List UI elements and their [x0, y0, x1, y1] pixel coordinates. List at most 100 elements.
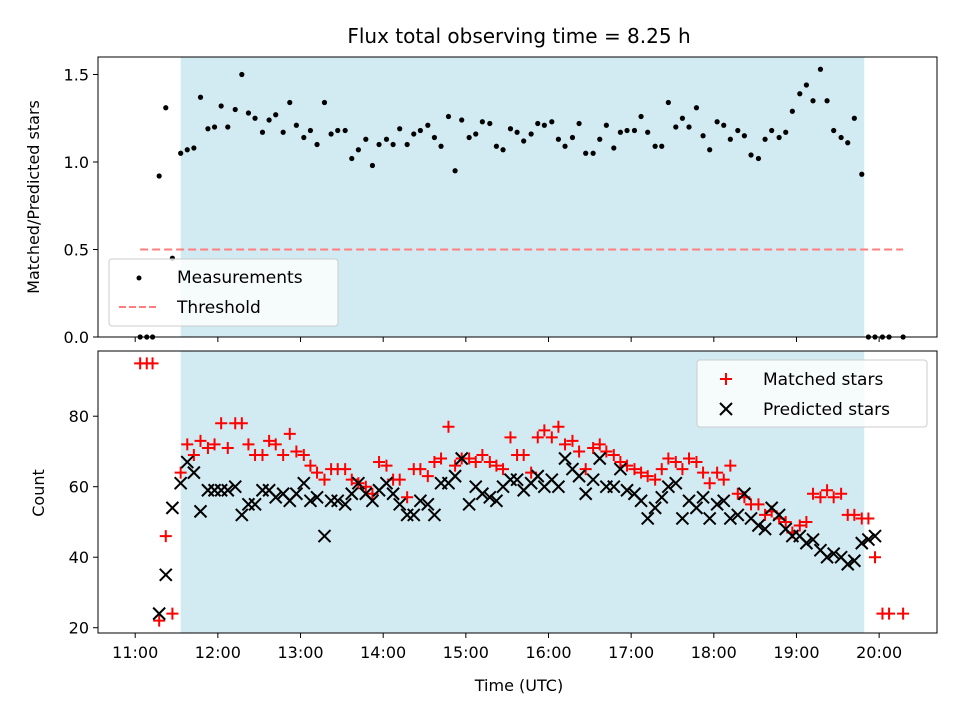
matched-star-point: [566, 434, 579, 447]
predicted-star-point: [607, 480, 621, 494]
matched-star-point: [552, 420, 565, 433]
measurement-point: [597, 136, 603, 142]
matched-star-point: [862, 512, 875, 525]
matched-star-point: [469, 456, 482, 469]
measurement-point: [817, 66, 824, 72]
measurement-point: [535, 120, 541, 127]
matched-star-point: [662, 452, 675, 465]
measurement-point: [824, 98, 830, 104]
measurement-point: [287, 99, 293, 106]
matched-star-point: [401, 491, 414, 504]
predicted-star-point: [620, 483, 634, 497]
predicted-star-point: [448, 469, 462, 483]
predicted-star-point: [855, 536, 869, 550]
matched-star-point: [187, 448, 200, 461]
predicted-star-point: [303, 494, 318, 508]
predicted-star-point: [772, 508, 786, 522]
matched-star-point: [724, 459, 737, 472]
measurement-point: [603, 122, 609, 128]
matched-star-point: [807, 487, 820, 500]
measurement-point: [735, 127, 741, 134]
predicted-star-point: [820, 550, 834, 564]
ratio-axes-frame: [97, 56, 938, 338]
matched-star-point: [897, 607, 910, 620]
predicted-star-point: [187, 465, 201, 480]
matched-star-point: [614, 456, 627, 469]
predicted-star-point: [689, 501, 704, 515]
measurement-point: [617, 129, 624, 135]
predicted-star-point: [173, 476, 188, 490]
measurement-point: [473, 131, 479, 137]
x-tick-label: 12:00: [195, 643, 241, 662]
measurement-point: [293, 122, 299, 128]
matched-star-point: [703, 477, 716, 490]
matched-star-point: [827, 491, 840, 504]
matched-star-point: [587, 441, 600, 454]
matched-star-point: [793, 519, 806, 532]
measurement-point: [831, 127, 837, 134]
measurement-point: [252, 115, 258, 121]
predicted-star-point: [737, 487, 752, 501]
measurement-point: [507, 126, 514, 132]
count-legend-box: [696, 359, 928, 428]
matched-star-point: [339, 463, 352, 476]
predicted-star-point: [310, 490, 324, 504]
predicted-star-point: [758, 522, 772, 536]
x-tick-label: 11:00: [112, 643, 158, 662]
predicted-star-point: [248, 497, 262, 512]
ratio-y-tick-label: 0.5: [64, 241, 89, 260]
matched-star-point: [676, 463, 689, 476]
matched-star-point: [545, 431, 558, 444]
legend-measurements-marker: [136, 275, 142, 281]
predicted-star-point: [531, 469, 545, 483]
matched-star-point: [697, 466, 710, 479]
predicted-star-point: [648, 501, 662, 515]
ratio-y-axis-label: Matched/Predicted stars: [24, 100, 43, 294]
predicted-star-point: [578, 487, 593, 501]
legend-predicted-marker: [719, 402, 733, 416]
matched-star-point: [538, 424, 551, 437]
predicted-star-point: [289, 487, 304, 501]
predicted-star-point: [558, 451, 572, 466]
measurement-point: [355, 147, 361, 153]
matched-star-point: [215, 417, 228, 430]
matched-star-point: [800, 515, 813, 528]
measurement-point: [349, 155, 355, 162]
measurement-point: [679, 115, 686, 121]
predicted-star-point: [338, 497, 352, 512]
measurement-point: [205, 126, 211, 132]
predicted-star-point: [710, 497, 724, 512]
measurement-point: [541, 122, 547, 128]
predicted-star-point: [640, 511, 655, 526]
measurement-point: [232, 106, 238, 113]
measurement-point: [500, 147, 506, 153]
matched-star-point: [690, 456, 703, 469]
predicted-star-point: [180, 455, 194, 469]
predicted-star-point: [475, 487, 490, 501]
measurement-point: [487, 120, 493, 127]
measurement-point: [178, 150, 184, 156]
measurement-point: [707, 147, 713, 153]
measurement-point: [321, 99, 328, 106]
matched-star-point: [483, 456, 496, 469]
predicted-star-point: [165, 501, 180, 515]
matched-star-point: [380, 459, 393, 472]
matched-star-point: [669, 456, 682, 469]
matched-star-point: [628, 463, 641, 476]
predicted-star-point: [717, 494, 731, 508]
measurement-point: [624, 127, 630, 134]
measurement-point: [225, 124, 231, 130]
measurement-point: [583, 150, 589, 156]
measurement-point: [383, 136, 390, 142]
predicted-star-point: [696, 490, 710, 504]
matched-star-point: [311, 466, 324, 479]
matched-star-point: [559, 438, 572, 451]
predicted-star-point: [483, 490, 497, 504]
matched-star-point: [174, 466, 187, 479]
matched-star-point: [600, 445, 613, 458]
measurement-point: [659, 143, 665, 149]
matched-star-point: [159, 530, 172, 543]
measurement-point: [741, 133, 748, 139]
measurement-point: [404, 141, 410, 148]
